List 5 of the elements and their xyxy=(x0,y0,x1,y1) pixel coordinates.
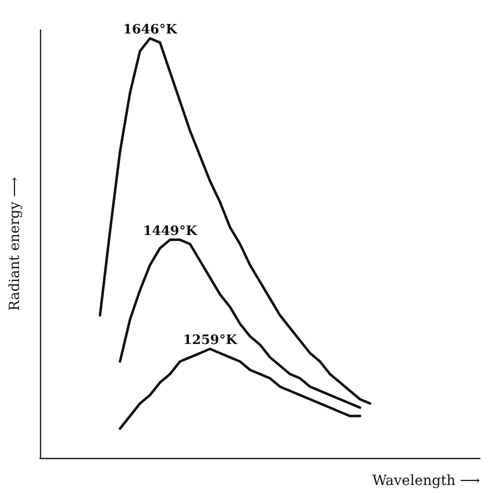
series-label: 1646°K xyxy=(123,22,178,38)
y-axis-title: Radiant energy ⟶ xyxy=(7,177,23,311)
x-axis-title: Wavelength ⟶ xyxy=(372,473,480,489)
series-label: 1259°K xyxy=(183,332,238,348)
series-label: 1449°K xyxy=(143,224,198,239)
